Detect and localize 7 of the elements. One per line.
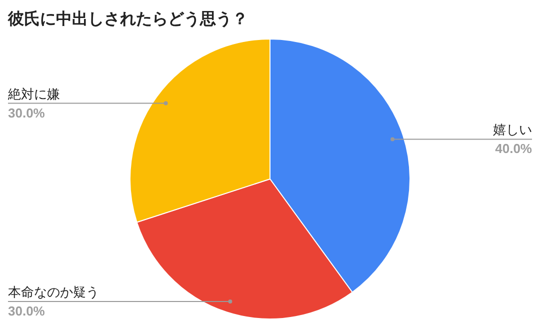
slice-label: 絶対に嫌 bbox=[7, 86, 60, 102]
data-label: 40.0% bbox=[495, 141, 532, 156]
chart-title: 彼氏に中出しされたらどう思う？ bbox=[7, 10, 248, 28]
slice-label: 本命なのか疑う bbox=[8, 284, 99, 300]
data-label: 30.0% bbox=[8, 105, 46, 120]
data-label: 30.0% bbox=[8, 303, 46, 318]
slice-label: 嬉しい bbox=[493, 122, 532, 138]
